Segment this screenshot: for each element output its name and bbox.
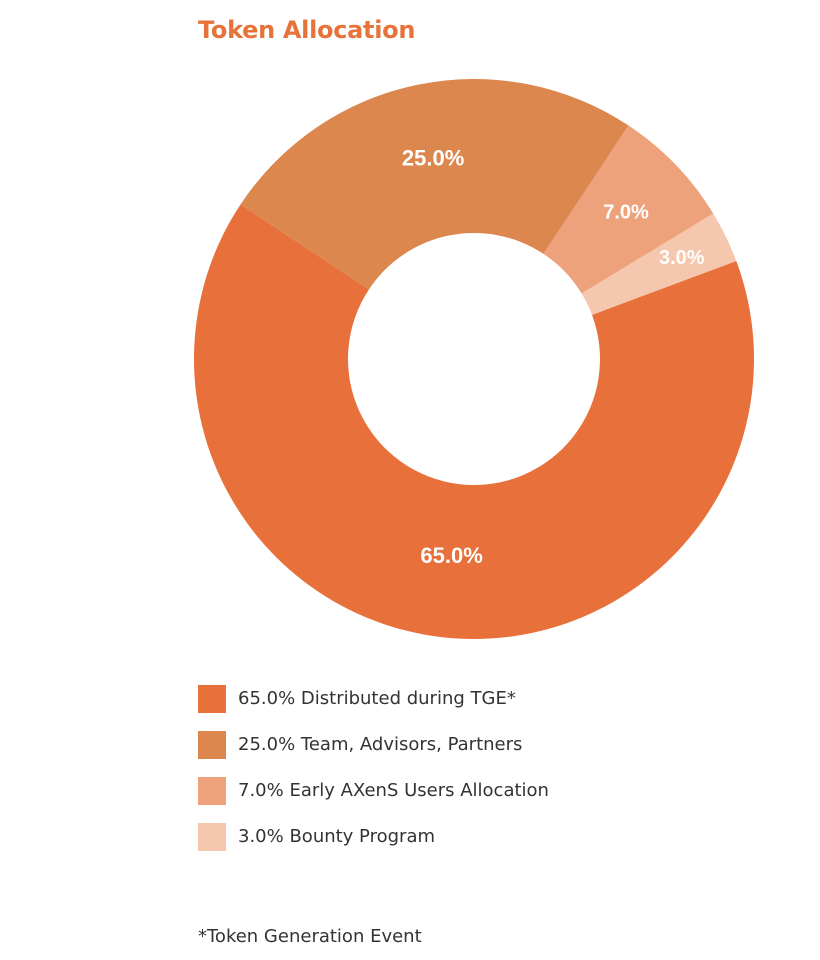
- slice-label-early-users: 7.0%: [603, 202, 649, 224]
- chart-legend: 65.0% Distributed during TGE* 25.0% Team…: [198, 683, 549, 867]
- legend-item-bounty: 3.0% Bounty Program: [198, 821, 549, 852]
- slice-bounty: [581, 213, 737, 315]
- legend-label: 25.0% Team, Advisors, Partners: [238, 734, 523, 755]
- footnote: *Token Generation Event: [198, 926, 422, 947]
- legend-label: 3.0% Bounty Program: [238, 826, 436, 847]
- legend-item-distributed-tge: 65.0% Distributed during TGE*: [198, 683, 549, 714]
- legend-swatch: [198, 776, 226, 805]
- chart-title: Token Allocation: [198, 16, 416, 44]
- slice-label-team-advisors: 25.0%: [402, 146, 464, 171]
- legend-swatch: [198, 822, 226, 851]
- legend-item-early-users: 7.0% Early AXenS Users Allocation: [198, 775, 549, 806]
- slice-label-distributed-tge: 65.0%: [420, 543, 482, 568]
- legend-label: 7.0% Early AXenS Users Allocation: [238, 780, 549, 801]
- legend-label: 65.0% Distributed during TGE*: [238, 688, 516, 709]
- legend-swatch: [198, 684, 226, 713]
- donut-chart: 65.0% 25.0% 7.0% 3.0%: [193, 79, 754, 640]
- legend-item-team-advisors: 25.0% Team, Advisors, Partners: [198, 729, 549, 760]
- slice-label-bounty: 3.0%: [659, 247, 705, 269]
- slice-early-users: [543, 125, 714, 294]
- slice-distributed-tge: [193, 204, 754, 640]
- legend-swatch: [198, 730, 226, 759]
- slice-team-advisors: [240, 79, 629, 290]
